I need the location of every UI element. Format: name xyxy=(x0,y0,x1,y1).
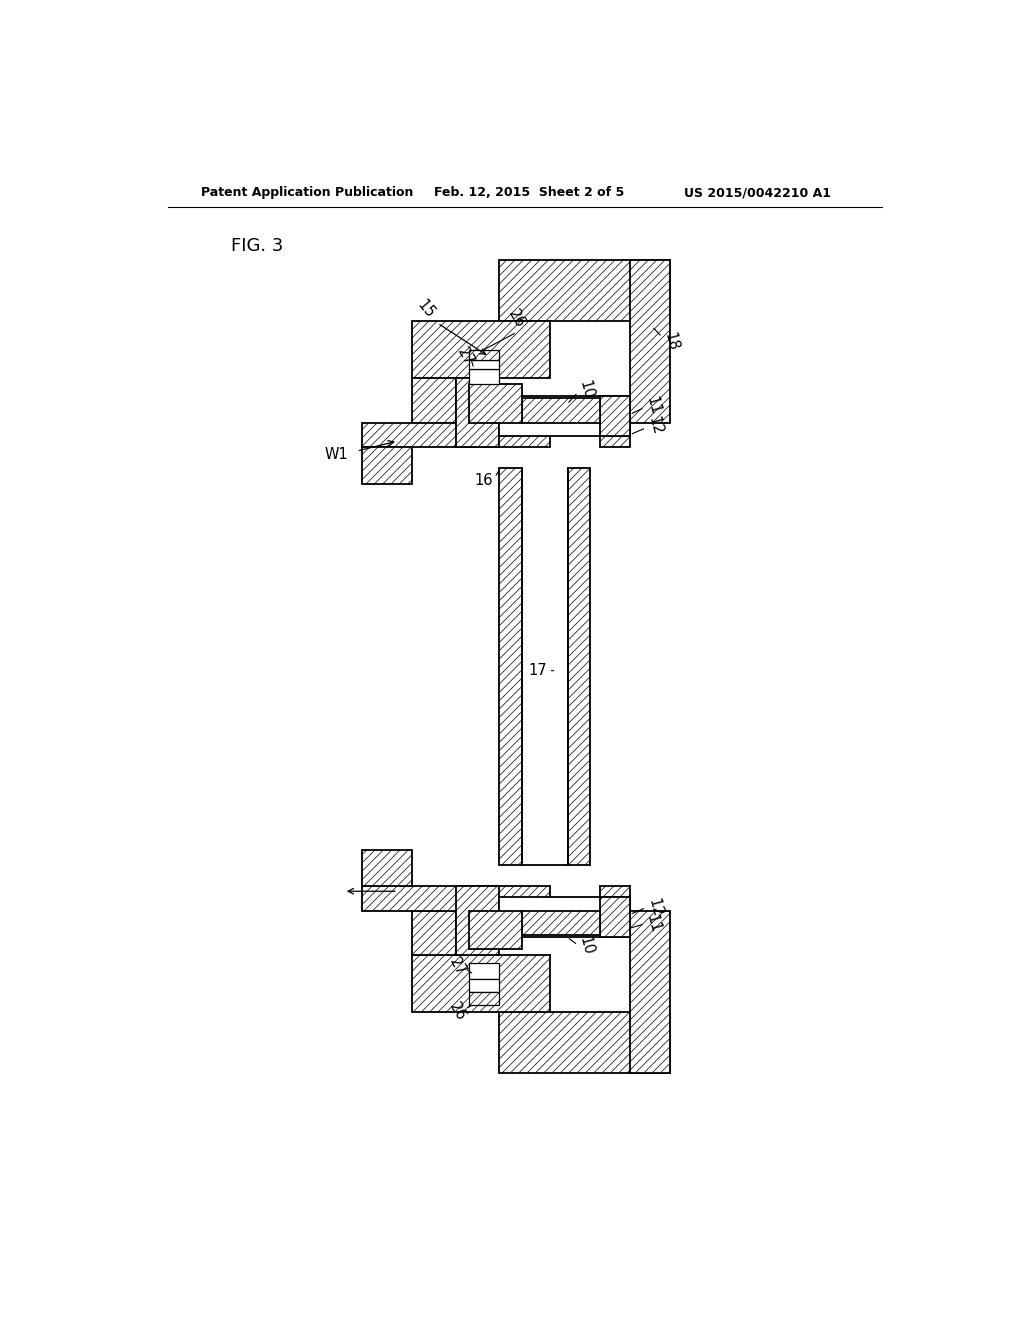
Text: US 2015/0042210 A1: US 2015/0042210 A1 xyxy=(684,186,830,199)
Bar xyxy=(412,911,456,956)
Text: Feb. 12, 2015  Sheet 2 of 5: Feb. 12, 2015 Sheet 2 of 5 xyxy=(433,186,624,199)
Bar xyxy=(412,378,456,422)
Bar xyxy=(630,911,670,1073)
Bar xyxy=(362,850,412,886)
Text: 11: 11 xyxy=(644,913,664,935)
Text: Patent Application Publication: Patent Application Publication xyxy=(201,186,414,199)
Text: 15: 15 xyxy=(414,297,437,321)
Bar xyxy=(469,991,500,1005)
Text: 11: 11 xyxy=(644,395,664,416)
Bar xyxy=(469,978,500,991)
Bar xyxy=(469,368,500,384)
Text: 10: 10 xyxy=(577,935,596,957)
Bar xyxy=(456,886,500,956)
Bar xyxy=(412,321,550,378)
Bar xyxy=(362,886,550,911)
Text: 16: 16 xyxy=(474,473,494,488)
Bar xyxy=(600,898,630,937)
Bar xyxy=(521,399,600,422)
Text: 10: 10 xyxy=(577,379,596,401)
Bar xyxy=(600,886,630,937)
Bar xyxy=(362,447,412,483)
Text: 26: 26 xyxy=(506,306,528,330)
Bar xyxy=(500,1012,670,1073)
Text: FIG. 3: FIG. 3 xyxy=(231,236,284,255)
Text: W1: W1 xyxy=(325,446,348,462)
Text: 26: 26 xyxy=(446,1001,469,1024)
Bar xyxy=(567,469,590,865)
Bar xyxy=(630,260,670,422)
Bar xyxy=(469,351,500,359)
Bar xyxy=(500,898,630,937)
Bar xyxy=(362,422,550,447)
Text: 12: 12 xyxy=(645,896,665,919)
Text: 17: 17 xyxy=(528,663,547,678)
Bar xyxy=(469,911,521,949)
Text: 27: 27 xyxy=(454,345,476,368)
Bar xyxy=(500,469,521,865)
Bar xyxy=(412,956,550,1012)
Bar xyxy=(469,359,500,368)
Text: 12: 12 xyxy=(645,414,665,437)
Text: 18: 18 xyxy=(662,330,681,352)
Bar xyxy=(469,964,500,978)
Bar xyxy=(521,911,600,935)
Bar xyxy=(500,396,630,436)
Bar xyxy=(600,396,630,447)
Text: 27: 27 xyxy=(446,954,469,978)
Bar xyxy=(500,260,670,321)
Bar xyxy=(600,396,630,436)
Bar xyxy=(456,378,500,447)
Bar xyxy=(469,384,521,422)
